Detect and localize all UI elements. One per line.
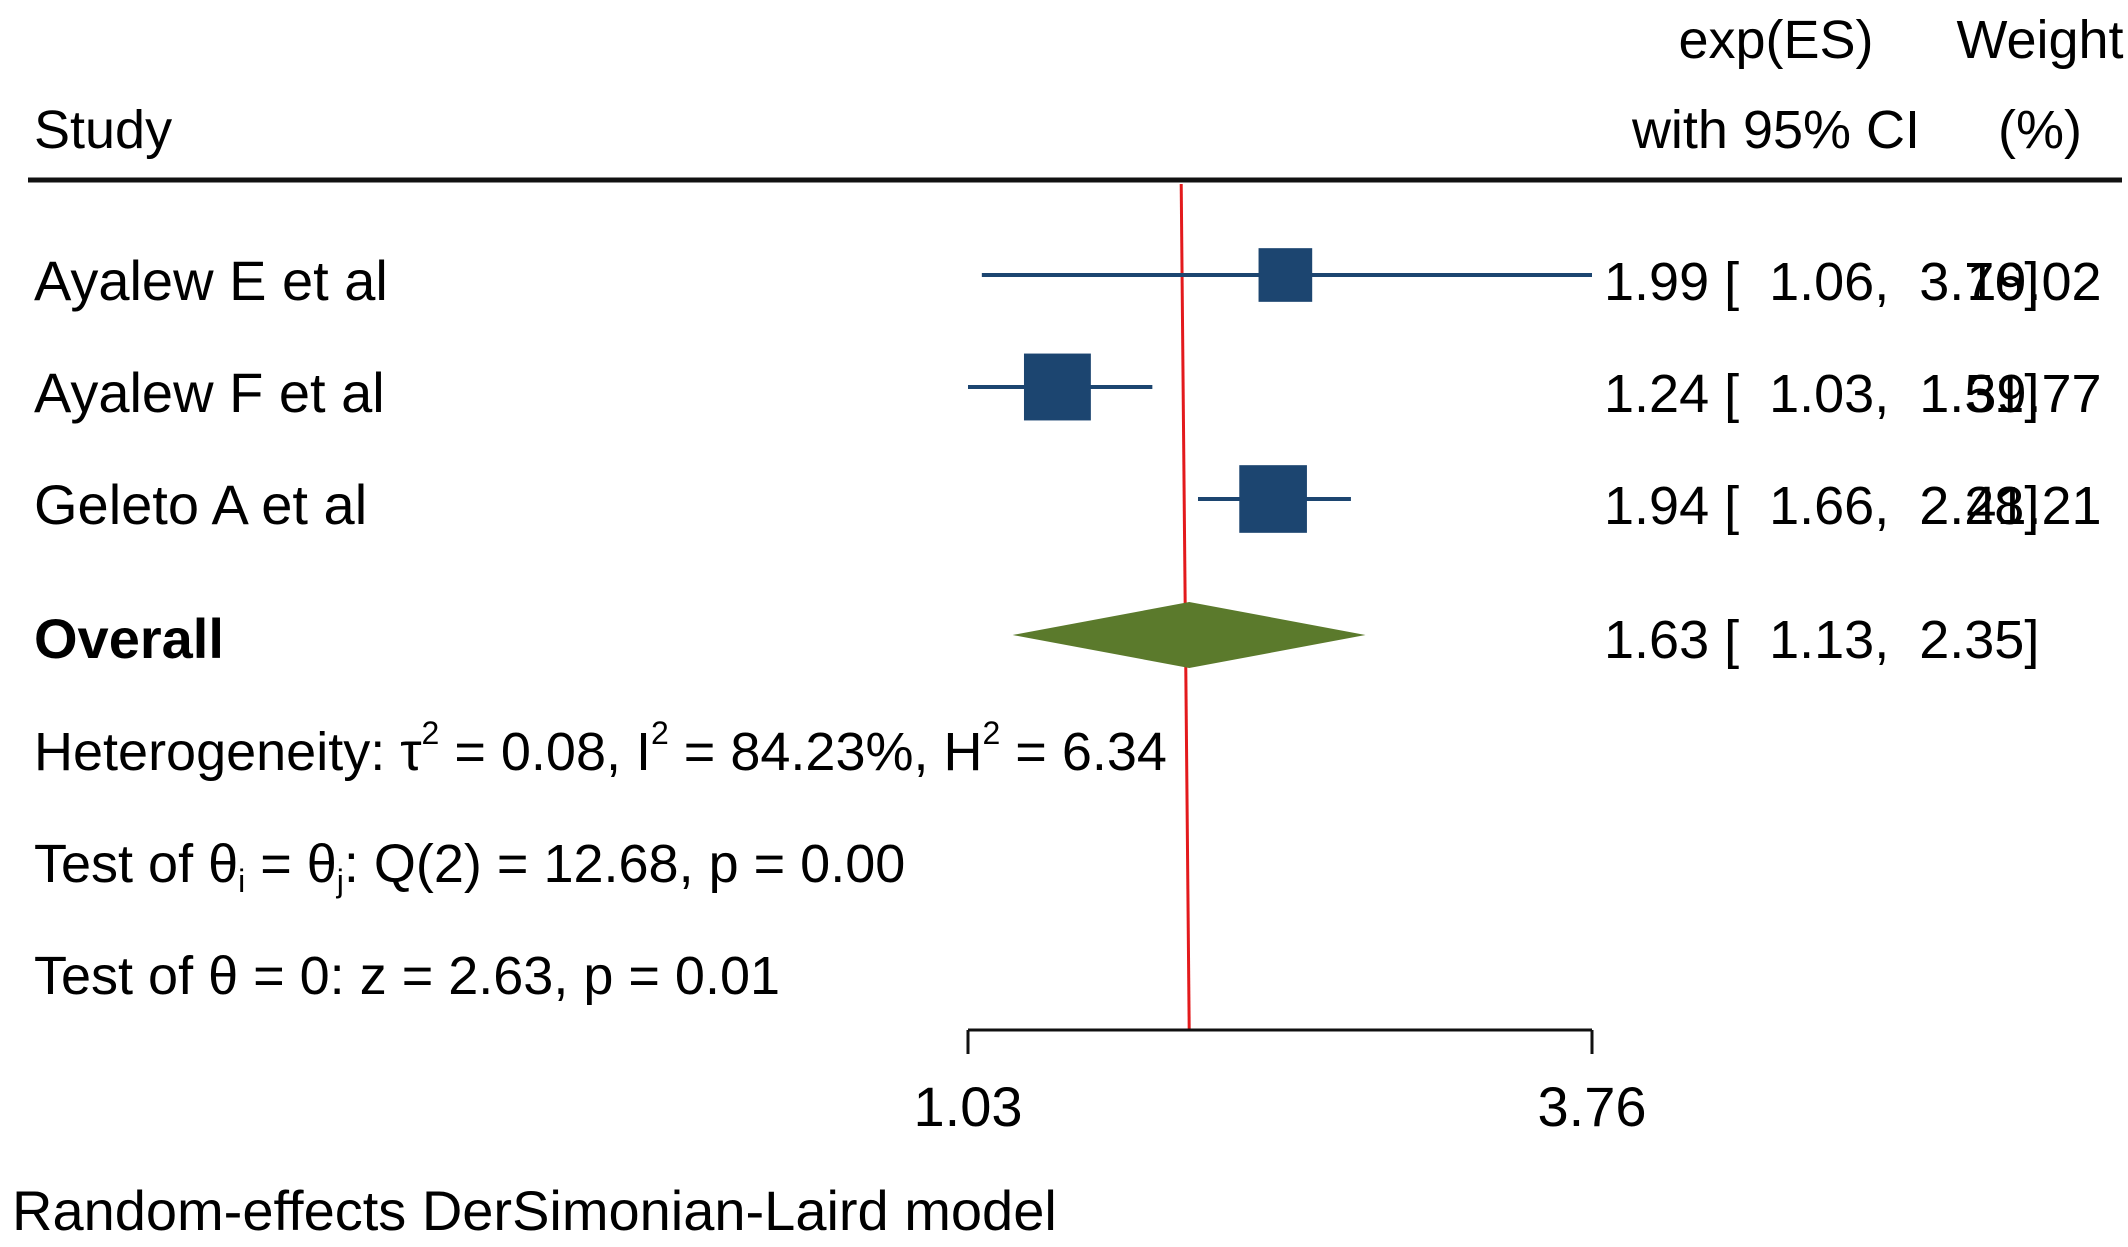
test-q-part2: = θ	[245, 834, 337, 894]
study-marker	[1239, 465, 1307, 533]
study-name: Ayalew F et al	[34, 361, 385, 424]
study-name: Geleto A et al	[34, 473, 367, 536]
study-marker	[1023, 353, 1091, 421]
overall-es-text: 1.63 [ 1.13, 2.35]	[1604, 610, 2039, 670]
test-z-text: Test of θ = 0: z = 2.63, p = 0.01	[34, 946, 780, 1006]
overall-diamond	[1012, 602, 1366, 668]
i-value: = 84.23%, H	[669, 722, 983, 782]
overall-row: Overall 1.63 [ 1.13, 2.35]	[34, 602, 2039, 670]
study-es-text: 1.99 [ 1.06, 3.76]	[1604, 252, 2039, 312]
test-q-part1: Test of θ	[34, 834, 238, 894]
study-es-text: 1.24 [ 1.03, 1.51]	[1604, 364, 2039, 424]
h-value: = 6.34	[1000, 722, 1167, 782]
study-weight: 39.77	[1966, 364, 2101, 424]
study-marker	[1258, 248, 1313, 302]
i-sup: 2	[651, 715, 669, 751]
x-axis-tick-label: 1.03	[914, 1075, 1023, 1138]
study-row: Ayalew E et al 1.99 [ 1.06, 3.76] 19.02	[34, 248, 2102, 312]
h-sup: 2	[983, 715, 1001, 751]
study-weight: 19.02	[1966, 252, 2101, 312]
study-name: Ayalew E et al	[34, 249, 388, 312]
study-es-text: 1.94 [ 1.66, 2.28]	[1604, 476, 2039, 536]
test-q-part3: : Q(2) = 12.68, p = 0.00	[344, 834, 905, 894]
header-weight-line2: (%)	[1998, 100, 2082, 160]
header-es-line2: with 95% CI	[1631, 100, 1920, 160]
x-axis-tick-label: 3.76	[1538, 1075, 1647, 1138]
header-es-line1: exp(ES)	[1678, 10, 1873, 70]
test-q-sub-i: i	[238, 863, 245, 899]
study-weight: 41.21	[1966, 476, 2101, 536]
study-row: Ayalew F et al 1.24 [ 1.03, 1.51] 39.77	[34, 353, 2102, 424]
study-row: Geleto A et al 1.94 [ 1.66, 2.28] 41.21	[34, 465, 2102, 536]
tau-value: = 0.08, I	[439, 722, 651, 782]
overall-label: Overall	[34, 607, 224, 670]
test-q-sub-j: j	[336, 863, 344, 899]
x-axis: 1.03 3.76	[914, 1028, 1647, 1138]
header-weight-line1: Weight	[1956, 10, 2123, 70]
tau-sup: 2	[422, 715, 440, 751]
heterogeneity-text: Heterogeneity: τ2 = 0.08, I2 = 84.23%, H…	[34, 715, 1167, 782]
header-study: Study	[34, 100, 172, 160]
heterogeneity-prefix: Heterogeneity: τ	[34, 722, 422, 782]
test-q-text: Test of θi = θj: Q(2) = 12.68, p = 0.00	[34, 834, 905, 899]
model-footnote: Random-effects DerSimonian-Laird model	[12, 1179, 1057, 1242]
